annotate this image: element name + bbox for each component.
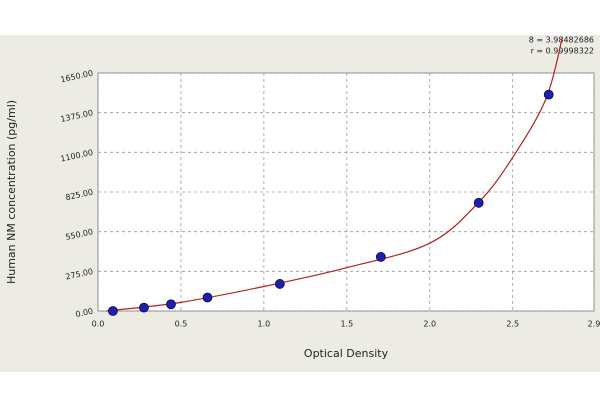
x-tick-label: 0.0 — [92, 320, 105, 329]
data-point — [543, 89, 554, 100]
x-tick-label: 0.5 — [175, 320, 188, 329]
y-axis-label: Human NM concentration (pg/ml) — [5, 100, 18, 284]
data-point — [108, 306, 118, 316]
x-tick-label: 2.0 — [423, 320, 436, 329]
x-tick-label: 1.0 — [258, 320, 271, 329]
x-axis-label: Optical Density — [304, 347, 389, 360]
data-point — [202, 292, 213, 303]
data-point — [375, 252, 386, 262]
x-tick-label: 2.5 — [506, 320, 519, 329]
x-tick-label: 1.5 — [340, 320, 353, 329]
x-tick-label: 2.9 — [588, 320, 600, 329]
data-point — [166, 299, 176, 310]
annotation: r = 0.99998322 — [531, 47, 594, 56]
data-point — [274, 279, 285, 289]
data-point — [139, 302, 149, 313]
y-tick-label: 0.00 — [75, 307, 94, 320]
data-point — [473, 197, 484, 208]
